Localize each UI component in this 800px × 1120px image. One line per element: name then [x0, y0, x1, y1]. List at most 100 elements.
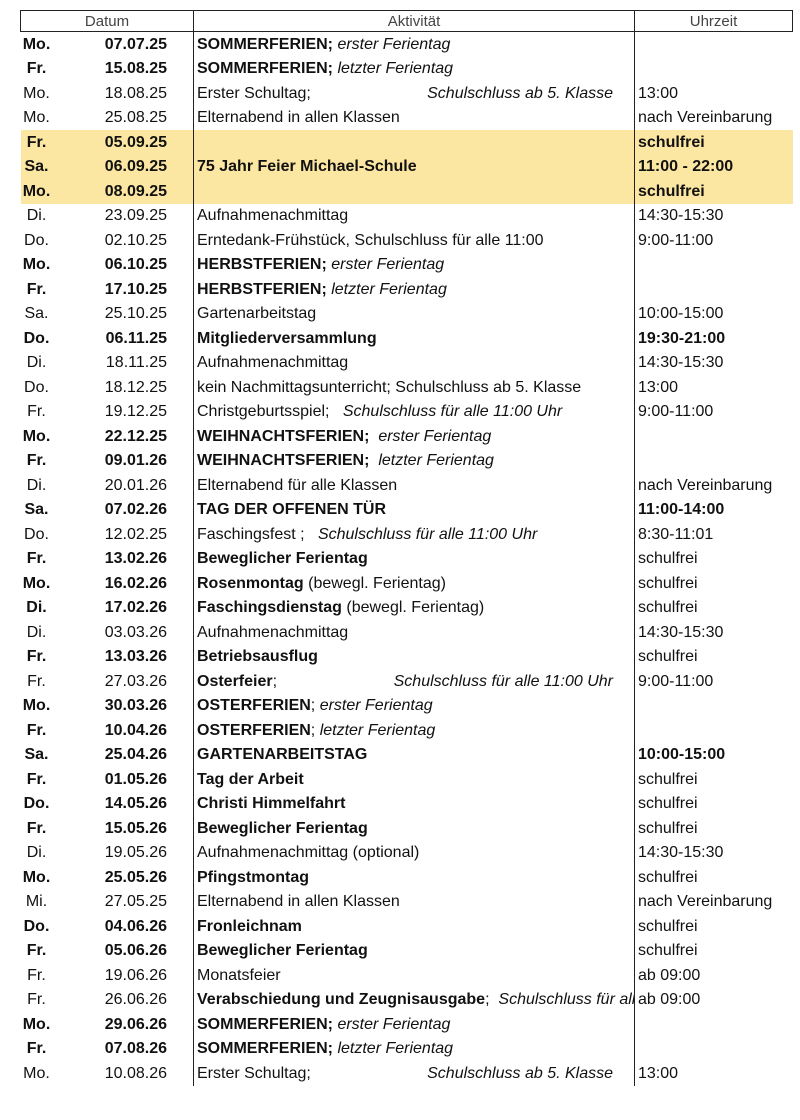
day-cell: Do. [24, 378, 49, 396]
time-cell: 10:00-15:00 [634, 742, 793, 767]
day-cell: Fr. [26, 770, 47, 788]
time-cell: 11:00-14:00 [634, 497, 793, 522]
table-row: Do. 02.10.25 Erntedank-Frühstück, Schulsch… [21, 228, 793, 253]
table-row: Fr. 01.05.26 Tag der Arbeit schulfrei [21, 767, 793, 792]
date-cell: 19.12.25 [104, 403, 167, 421]
day-cell: Mo. [23, 1064, 50, 1082]
time-cell: 10:00-15:00 [634, 301, 793, 326]
day-cell: Mi. [25, 893, 48, 911]
day-cell: Mo. [22, 256, 51, 274]
day-cell: Do. [24, 525, 49, 543]
table-row: Do. 12.02.25 Faschingsfest ; Schulschluss … [21, 522, 793, 547]
activity-text: Beweglicher Ferientag [197, 942, 368, 960]
time-cell: 9:00-11:00 [634, 228, 793, 253]
time-cell [634, 277, 793, 302]
day-cell: Mo. [22, 868, 51, 886]
time-cell: 9:00-11:00 [634, 669, 793, 694]
time-cell: 11:00 - 22:00 [634, 154, 793, 179]
date-cell: 17.10.25 [104, 280, 167, 298]
activity-cell: TAG DER OFFENEN TÜR [193, 497, 635, 522]
activity-text: Betriebsausflug [197, 648, 318, 666]
activity-text: Aufnahmenachmittag [197, 623, 349, 641]
date-cell: 07.08.26 [104, 1040, 167, 1058]
day-cell: Mo. [22, 427, 51, 445]
date-cell: 08.09.25 [52, 179, 194, 204]
schedule-table: Datum Aktivität Uhrzeit Mo. 07.07.25 SOMME… [20, 10, 793, 1086]
date-cell: 10.04.26 [104, 721, 167, 739]
activity-cell: Pfingstmontag [193, 865, 635, 890]
date-cell: 18.08.25 [104, 84, 167, 102]
time-cell: schulfrei [634, 816, 793, 841]
date-cell: 05.09.25 [52, 130, 194, 155]
day-cell: Sa. [24, 501, 49, 519]
date-cell: 14.05.26 [104, 795, 167, 813]
date-cell: 03.03.26 [104, 623, 167, 641]
activity-text: ; [272, 672, 278, 690]
table-header: Datum Aktivität Uhrzeit [20, 10, 793, 32]
time-cell: schulfrei [634, 767, 793, 792]
table-row: Do. 06.11.25 Mitgliederversammlung 19:30-21… [21, 326, 793, 351]
activity-cell: Aufnahmenachmittag [193, 203, 635, 228]
day-cell: Sa. [20, 154, 53, 179]
activity-cell: Beweglicher Ferientag [193, 546, 635, 571]
activity-cell: HERBSTFERIEN; erster Ferientag [193, 252, 635, 277]
activity-cell: Elternabend für alle Klassen [193, 473, 635, 498]
day-cell: Di. [26, 623, 47, 641]
table-row: Di. 18.11.25 Aufnahmenachmittag 14:30-15:30 [21, 350, 793, 375]
day-cell: Fr. [26, 550, 47, 568]
activity-text: Schulschluss für alle 11:00 Uhr [342, 403, 563, 421]
table-row: Fr. 13.02.26 Beweglicher Ferientag schulfre… [21, 546, 793, 571]
time-cell: ab 09:00 [634, 987, 793, 1012]
time-cell: 14:30-15:30 [634, 620, 793, 645]
activity-text: SOMMERFERIEN; [197, 35, 333, 53]
day-cell: Fr. [26, 1040, 47, 1058]
activity-cell: Fronleichnam [193, 914, 635, 939]
day-cell: Fr. [27, 991, 46, 1009]
day-cell: Di. [26, 207, 47, 225]
activity-text: Elternabend in allen Klassen [197, 109, 400, 127]
activity-text: erster Ferientag [369, 427, 492, 445]
activity-text: WEIHNACHTSFERIEN; [197, 427, 370, 445]
time-cell: ab 09:00 [634, 963, 793, 988]
table-row: Fr. 07.08.26 SOMMERFERIEN; letzter Ferient… [21, 1036, 793, 1061]
activity-cell: Mitgliederversammlung [193, 326, 635, 351]
activity-cell: WEIHNACHTSFERIEN; erster Ferientag [193, 424, 635, 449]
time-cell: schulfrei [634, 938, 793, 963]
day-cell: Do. [23, 795, 50, 813]
activity-text: Schulschluss für alle 11:00 Uhr [393, 672, 613, 690]
time-cell: nach Vereinbarung [634, 889, 793, 914]
time-cell [634, 56, 793, 81]
date-cell: 30.03.26 [104, 697, 167, 715]
time-cell [634, 1036, 793, 1061]
activity-text: Faschingsdienstag [197, 599, 342, 617]
date-cell: 06.11.25 [105, 329, 167, 347]
activity-text: letzter Ferientag [333, 1040, 454, 1058]
activity-text: Schulschluss ab 5. Klasse [427, 1064, 613, 1082]
activity-cell: Beweglicher Ferientag [193, 816, 635, 841]
activity-cell: Osterfeier; Schulschluss für alle 11:00 U… [193, 669, 635, 694]
date-cell: 15.05.26 [104, 819, 167, 837]
table-row: Di. 23.09.25 Aufnahmenachmittag 14:30-15:30 [21, 203, 793, 228]
activity-text: OSTERFERIEN [197, 697, 311, 715]
time-cell: schulfrei [634, 791, 793, 816]
table-row: Sa. 25.10.25 Gartenarbeitstag 10:00-15:00 [21, 301, 793, 326]
day-cell: Mo. [20, 179, 53, 204]
activity-line: Erster Schultag; Schulschluss ab 5. Klass… [197, 84, 634, 103]
activity-text: Christi Himmelfahrt [197, 795, 346, 813]
activity-text: Monatsfeier [197, 966, 281, 984]
table-row: Mo. 18.08.25 Erster Schultag; Schulschluss … [21, 81, 793, 106]
table-row: Di. 19.05.26 Aufnahmenachmittag (optional)… [21, 840, 793, 865]
date-cell: 01.05.26 [104, 770, 167, 788]
time-cell: schulfrei [634, 546, 793, 571]
date-cell: 16.02.26 [104, 574, 167, 592]
table-row: Mo. 07.07.25 SOMMERFERIEN; erster Ferienta… [21, 31, 793, 57]
table-row: Fr. 09.01.26 WEIHNACHTSFERIEN; letzter Fer… [21, 448, 793, 473]
date-cell: 13.03.26 [104, 648, 167, 666]
table-row: Fr. 15.05.26 Beweglicher Ferientag schulfre… [21, 816, 793, 841]
time-cell: schulfrei [634, 644, 793, 669]
activity-cell: Rosenmontag (bewegl. Ferientag) [193, 571, 635, 596]
activity-text: SOMMERFERIEN; [197, 60, 333, 78]
time-cell [634, 718, 793, 743]
table-row: Mo. 22.12.25 WEIHNACHTSFERIEN; erster Feri… [21, 424, 793, 449]
activity-cell: Christgeburtsspiel; Schulschluss für all… [193, 399, 635, 424]
